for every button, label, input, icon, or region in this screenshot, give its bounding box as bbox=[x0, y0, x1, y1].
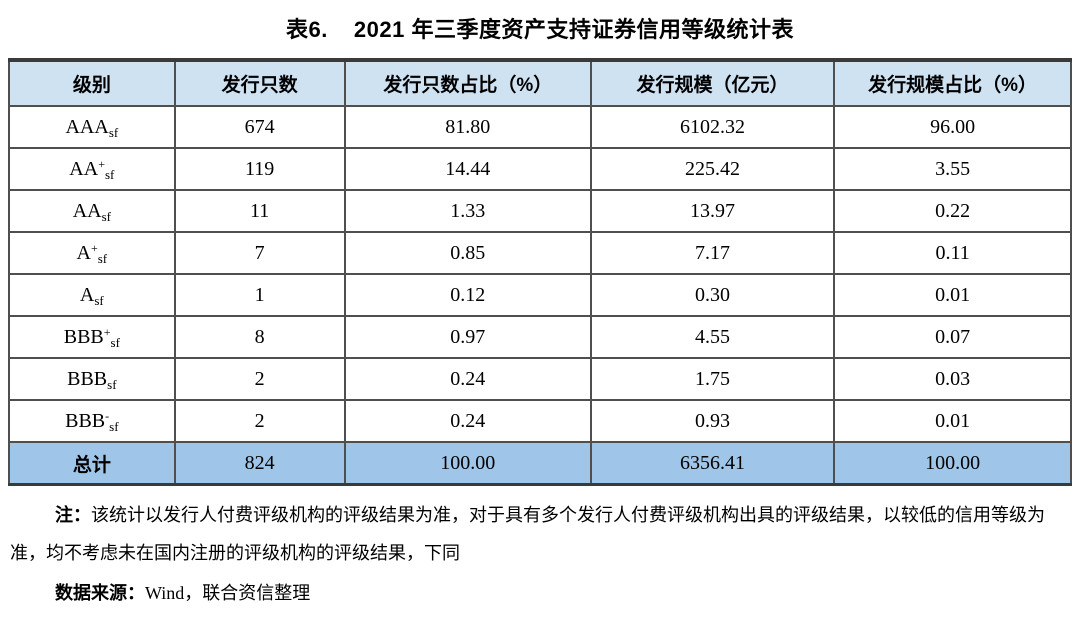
rating-label: AAsf bbox=[8, 189, 176, 233]
header-count-pct: 发行只数占比（%） bbox=[343, 59, 592, 107]
table-footnotes: 注：该统计以发行人付费评级机构的评级结果为准，对于具有多个发行人付费评级机构出具… bbox=[10, 496, 1070, 612]
count-pct-value: 0.97 bbox=[343, 315, 592, 359]
data-source-label: 数据来源： bbox=[55, 583, 145, 603]
rating-label: AAAsf bbox=[8, 105, 176, 149]
count-value: 2 bbox=[173, 357, 346, 401]
count-value: 2 bbox=[173, 399, 346, 443]
count-pct-value: 81.80 bbox=[343, 105, 592, 149]
count-pct-value: 14.44 bbox=[343, 147, 592, 191]
count-value: 674 bbox=[173, 105, 346, 149]
count-pct-value: 0.85 bbox=[343, 231, 592, 275]
count-value: 119 bbox=[173, 147, 346, 191]
table-total-row: 总计 824 100.00 6356.41 100.00 bbox=[8, 441, 1072, 486]
rating-label: A+sf bbox=[8, 231, 176, 275]
note-label: 注： bbox=[55, 505, 91, 525]
scale-value: 6102.32 bbox=[589, 105, 836, 149]
scale-pct-value: 0.22 bbox=[833, 189, 1072, 233]
count-pct-value: 0.24 bbox=[343, 357, 592, 401]
table-row: BBBsf 2 0.24 1.75 0.03 bbox=[8, 357, 1072, 401]
table-row: AAsf 11 1.33 13.97 0.22 bbox=[8, 189, 1072, 233]
scale-pct-value: 3.55 bbox=[833, 147, 1072, 191]
rating-label: BBB+sf bbox=[8, 315, 176, 359]
count-pct-value: 0.12 bbox=[343, 273, 592, 317]
count-value: 11 bbox=[173, 189, 346, 233]
scale-pct-value: 0.07 bbox=[833, 315, 1072, 359]
count-value: 7 bbox=[173, 231, 346, 275]
total-label: 总计 bbox=[8, 441, 176, 486]
rating-label: AA+sf bbox=[8, 147, 176, 191]
count-value: 8 bbox=[173, 315, 346, 359]
scale-value: 4.55 bbox=[589, 315, 836, 359]
total-count-value: 824 bbox=[173, 441, 346, 486]
header-scale-pct: 发行规模占比（%） bbox=[833, 59, 1072, 107]
scale-value: 7.17 bbox=[589, 231, 836, 275]
table-row: AA+sf 119 14.44 225.42 3.55 bbox=[8, 147, 1072, 191]
note-text: 该统计以发行人付费评级机构的评级结果为准，对于具有多个发行人付费评级机构出具的评… bbox=[10, 505, 1045, 563]
scale-value: 0.30 bbox=[589, 273, 836, 317]
total-scale-pct-value: 100.00 bbox=[833, 441, 1072, 486]
total-scale-value: 6356.41 bbox=[589, 441, 836, 486]
rating-label: BBB-sf bbox=[8, 399, 176, 443]
table-number: 表6. bbox=[286, 17, 328, 42]
total-count-pct-value: 100.00 bbox=[343, 441, 592, 486]
scale-value: 225.42 bbox=[589, 147, 836, 191]
scale-value: 1.75 bbox=[589, 357, 836, 401]
data-source-text: Wind，联合资信整理 bbox=[145, 583, 311, 603]
header-scale: 发行规模（亿元） bbox=[589, 59, 836, 107]
count-pct-value: 1.33 bbox=[343, 189, 592, 233]
rating-label: Asf bbox=[8, 273, 176, 317]
table-title-text: 2021 年三季度资产支持证券信用等级统计表 bbox=[353, 17, 794, 42]
header-count: 发行只数 bbox=[173, 59, 346, 107]
count-pct-value: 0.24 bbox=[343, 399, 592, 443]
table-title: 表6. 2021 年三季度资产支持证券信用等级统计表 bbox=[0, 0, 1080, 44]
rating-label: BBBsf bbox=[8, 357, 176, 401]
note-paragraph: 注：该统计以发行人付费评级机构的评级结果为准，对于具有多个发行人付费评级机构出具… bbox=[10, 496, 1070, 572]
table-row: BBB+sf 8 0.97 4.55 0.07 bbox=[8, 315, 1072, 359]
table-header-row: 级别 发行只数 发行只数占比（%） 发行规模（亿元） 发行规模占比（%） bbox=[8, 59, 1072, 107]
table-row: AAAsf 674 81.80 6102.32 96.00 bbox=[8, 105, 1072, 149]
scale-value: 13.97 bbox=[589, 189, 836, 233]
scale-pct-value: 96.00 bbox=[833, 105, 1072, 149]
scale-value: 0.93 bbox=[589, 399, 836, 443]
table-row: Asf 1 0.12 0.30 0.01 bbox=[8, 273, 1072, 317]
table-row: A+sf 7 0.85 7.17 0.11 bbox=[8, 231, 1072, 275]
scale-pct-value: 0.01 bbox=[833, 399, 1072, 443]
scale-pct-value: 0.11 bbox=[833, 231, 1072, 275]
header-rating: 级别 bbox=[8, 59, 176, 107]
data-source-line: 数据来源：Wind，联合资信整理 bbox=[10, 574, 1070, 612]
scale-pct-value: 0.01 bbox=[833, 273, 1072, 317]
table-row: BBB-sf 2 0.24 0.93 0.01 bbox=[8, 399, 1072, 443]
count-value: 1 bbox=[173, 273, 346, 317]
scale-pct-value: 0.03 bbox=[833, 357, 1072, 401]
credit-rating-stats-table: 级别 发行只数 发行只数占比（%） 发行规模（亿元） 发行规模占比（%） AAA… bbox=[8, 58, 1072, 486]
